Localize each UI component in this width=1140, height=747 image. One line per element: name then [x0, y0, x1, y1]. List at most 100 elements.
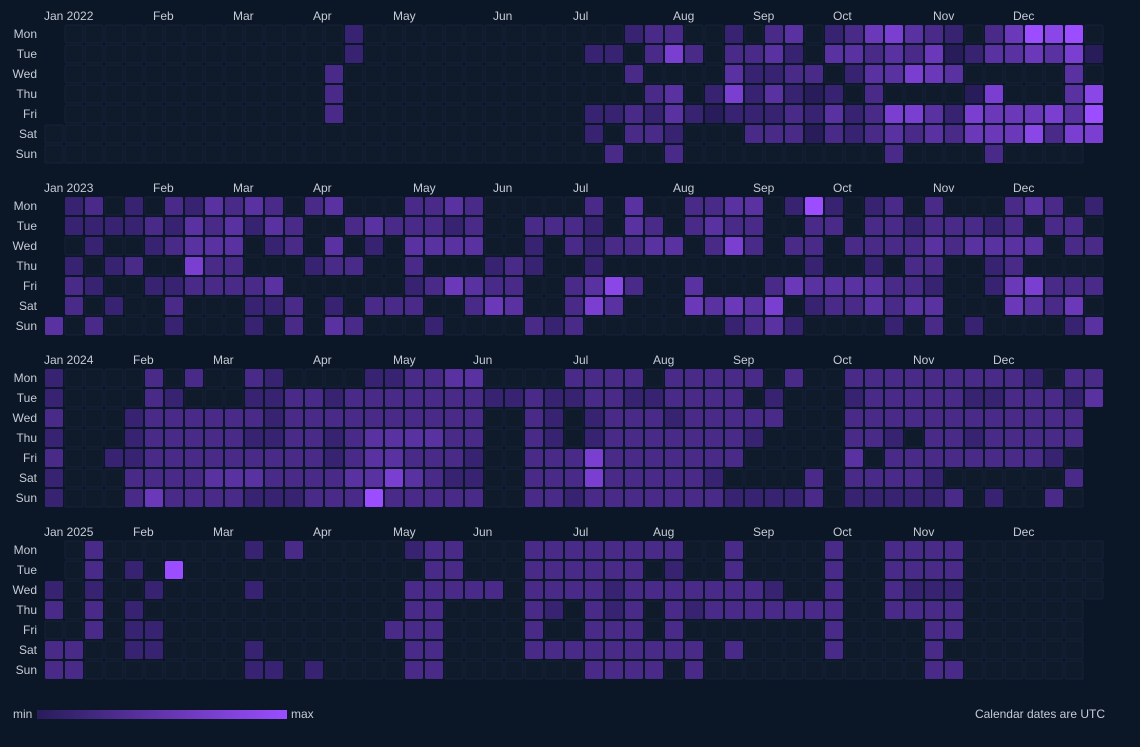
- day-cell: [444, 124, 464, 144]
- month-label: Dec: [993, 353, 1014, 367]
- day-cell: [304, 620, 324, 640]
- day-cell: [644, 144, 664, 164]
- day-cell: [104, 388, 124, 408]
- day-label: Mon: [14, 543, 37, 557]
- day-cell: [1024, 316, 1044, 336]
- day-cell: [224, 640, 244, 660]
- day-cell: [844, 316, 864, 336]
- day-cell: [344, 540, 364, 560]
- day-cell: [345, 449, 363, 467]
- day-cell: [425, 277, 443, 295]
- day-cell: [325, 257, 343, 275]
- day-cell: [384, 104, 404, 124]
- day-cell: [865, 297, 883, 315]
- day-cell: [1065, 25, 1083, 43]
- day-cell: [1085, 45, 1103, 63]
- day-cell: [945, 429, 963, 447]
- day-cell: [665, 105, 683, 123]
- day-cell: [84, 124, 104, 144]
- day-cell: [925, 469, 943, 487]
- day-cell: [1024, 256, 1044, 276]
- day-cell: [264, 620, 284, 640]
- day-cell: [164, 104, 184, 124]
- day-cell: [585, 125, 603, 143]
- day-cell: [865, 217, 883, 235]
- legend-gradient: [37, 710, 287, 719]
- day-cell: [245, 317, 263, 335]
- day-cell: [825, 641, 843, 659]
- month-label: Feb: [133, 353, 154, 367]
- day-cell: [885, 277, 903, 295]
- day-label: Sat: [19, 299, 38, 313]
- day-cell: [445, 369, 463, 387]
- day-cell: [744, 560, 764, 580]
- day-cell: [384, 196, 404, 216]
- day-cell: [484, 144, 504, 164]
- day-cell: [104, 620, 124, 640]
- day-cell: [264, 600, 284, 620]
- day-cell: [904, 84, 924, 104]
- day-cell: [784, 428, 804, 448]
- day-cell: [984, 468, 1004, 488]
- day-cell: [104, 488, 124, 508]
- day-cell: [244, 620, 264, 640]
- day-cell: [704, 660, 724, 680]
- day-cell: [765, 85, 783, 103]
- day-cell: [605, 145, 623, 163]
- day-cell: [625, 449, 643, 467]
- day-cell: [304, 84, 324, 104]
- day-cell: [625, 661, 643, 679]
- day-cell: [585, 661, 603, 679]
- day-cell: [725, 409, 743, 427]
- day-cell: [144, 24, 164, 44]
- day-cell: [325, 237, 343, 255]
- day-cell: [124, 316, 144, 336]
- day-cell: [645, 85, 663, 103]
- day-cell: [1085, 125, 1103, 143]
- day-cell: [364, 144, 384, 164]
- day-cell: [725, 237, 743, 255]
- day-cell: [345, 25, 363, 43]
- day-cell: [585, 641, 603, 659]
- day-cell: [64, 104, 84, 124]
- day-cell: [1005, 197, 1023, 215]
- day-cell: [1025, 25, 1043, 43]
- day-cell: [1084, 24, 1104, 44]
- day-cell: [184, 144, 204, 164]
- day-cell: [625, 65, 643, 83]
- day-cell: [665, 469, 683, 487]
- day-cell: [844, 196, 864, 216]
- day-cell: [284, 368, 304, 388]
- day-cell: [445, 277, 463, 295]
- day-cell: [525, 561, 543, 579]
- month-label: Apr: [313, 525, 332, 539]
- day-cell: [904, 144, 924, 164]
- day-cell: [444, 64, 464, 84]
- day-cell: [684, 84, 704, 104]
- day-cell: [125, 197, 143, 215]
- day-cell: [784, 448, 804, 468]
- month-label: Feb: [153, 181, 174, 195]
- day-cell: [404, 84, 424, 104]
- day-cell: [425, 581, 443, 599]
- day-cell: [265, 297, 283, 315]
- day-cell: [444, 620, 464, 640]
- day-cell: [1024, 64, 1044, 84]
- day-cell: [764, 256, 784, 276]
- day-cell: [945, 541, 963, 559]
- day-cell: [684, 316, 704, 336]
- day-cell: [365, 389, 383, 407]
- day-cell: [524, 24, 544, 44]
- day-cell: [1044, 256, 1064, 276]
- day-cell: [485, 389, 503, 407]
- day-cell: [905, 389, 923, 407]
- day-cell: [664, 216, 684, 236]
- day-cell: [485, 581, 503, 599]
- day-cell: [124, 124, 144, 144]
- day-cell: [1024, 560, 1044, 580]
- day-cell: [504, 144, 524, 164]
- day-cell: [85, 581, 103, 599]
- day-cell: [964, 488, 984, 508]
- day-cell: [405, 621, 423, 639]
- day-cell: [765, 125, 783, 143]
